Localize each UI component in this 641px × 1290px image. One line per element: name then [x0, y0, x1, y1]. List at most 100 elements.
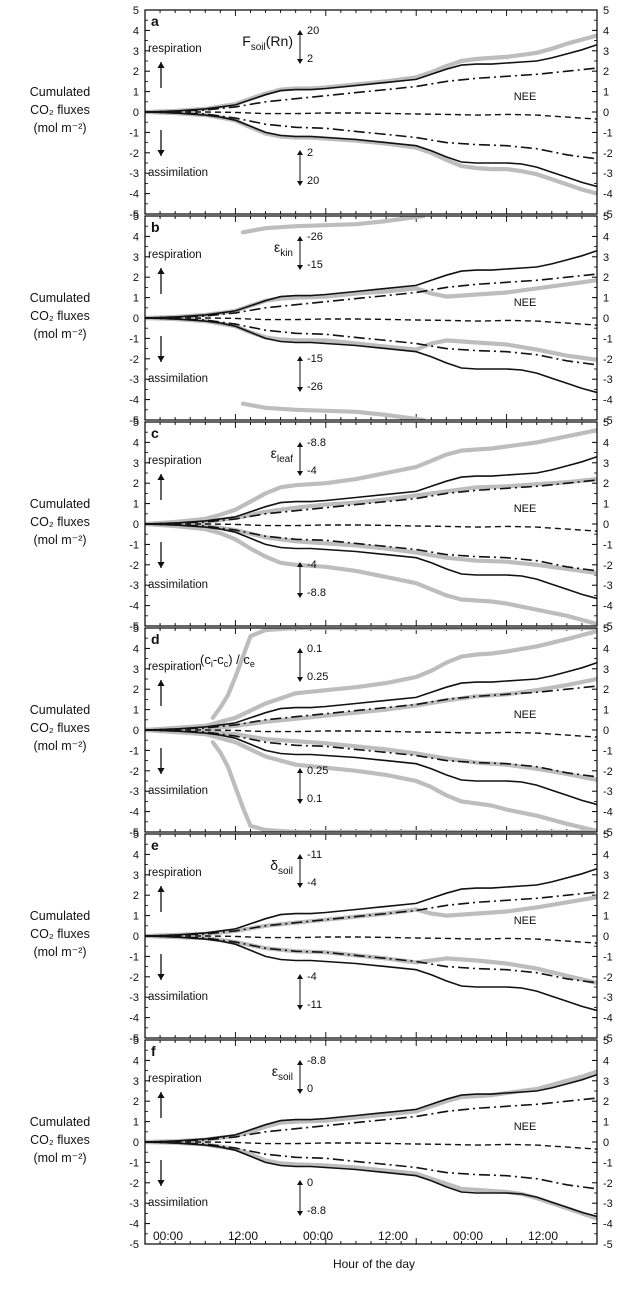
- series-nee: [145, 729, 597, 738]
- y-tick-label-right: -1: [603, 745, 613, 757]
- y-tick-label-left: -5: [129, 621, 139, 633]
- range-upper-low: 0.25: [307, 671, 328, 683]
- y-tick-label-left: 0: [133, 313, 139, 325]
- series-nee: [145, 111, 597, 120]
- y-tick-label-left: 0: [133, 107, 139, 119]
- y-tick-label-right: -3: [603, 992, 613, 1004]
- nee-label: NEE: [514, 709, 537, 721]
- y-tick-label-left: 1: [133, 1117, 139, 1129]
- nee-label: NEE: [514, 915, 537, 927]
- y-tick-label-left: 2: [133, 1096, 139, 1108]
- x-tick-label: 00:00: [153, 1229, 183, 1243]
- y-axis-title: Cumulated CO₂ fluxes (mol m⁻²): [30, 85, 90, 135]
- y-tick-label-left: -4: [129, 807, 139, 819]
- assimilation-label: assimilation: [148, 785, 208, 797]
- plot-frame: [144, 9, 598, 215]
- series-group: [145, 33, 597, 196]
- parameter-label: (ci-cc) / ce: [200, 652, 255, 669]
- panel-f: Cumulated CO₂ fluxes (mol m⁻²) -5 -5 -4 -4 -3 -3…: [30, 1035, 613, 1251]
- y-axis-title-line: (mol m⁻²): [33, 1151, 86, 1165]
- y-tick-label-left: 3: [133, 458, 139, 470]
- range-lower-low: -8.8: [307, 587, 326, 599]
- plot-frame: [144, 421, 598, 627]
- y-tick-label-right: -2: [603, 766, 613, 778]
- series-solid-upper: [145, 1073, 597, 1143]
- y-tick-label-right: -1: [603, 1157, 613, 1169]
- y-tick-label-left: 1: [133, 499, 139, 511]
- down-arrow-icon: [157, 542, 165, 568]
- panel-letter: e: [151, 837, 159, 853]
- y-tick-label-left: -5: [129, 827, 139, 839]
- y-tick-label-left: -3: [129, 992, 139, 1004]
- y-tick-label-left: 4: [133, 643, 139, 655]
- y-axis-title-line: CO₂ fluxes: [30, 103, 90, 117]
- nee-label: NEE: [514, 1121, 537, 1133]
- y-tick-label-right: -2: [603, 972, 613, 984]
- y-tick-label-right: -3: [603, 374, 613, 386]
- y-axis-title-line: (mol m⁻²): [33, 945, 86, 959]
- parameter-text: εleaf: [271, 445, 294, 465]
- y-axis-title-line: Cumulated: [30, 85, 90, 99]
- series-grey-inner-upper: [145, 676, 597, 733]
- series-solid-upper: [145, 661, 597, 731]
- parameter-text: εkin: [274, 239, 293, 259]
- series-solid-upper: [145, 455, 597, 525]
- range-lower-high: -15: [307, 353, 323, 365]
- y-tick-label-right: -4: [603, 395, 613, 407]
- y-tick-label-right: 4: [603, 643, 609, 655]
- series-dashdot-lower: [145, 935, 597, 984]
- y-tick-label-right: -1: [603, 333, 613, 345]
- range-arrow-icon: [297, 356, 303, 392]
- y-tick-label-left: 2: [133, 272, 139, 284]
- y-tick-label-right: -5: [603, 1239, 613, 1251]
- y-tick-label-right: -1: [603, 539, 613, 551]
- y-tick-label-left: 0: [133, 725, 139, 737]
- parameter-label: εkin: [274, 239, 293, 259]
- y-tick-label-left: -1: [129, 951, 139, 963]
- y-axis-title: Cumulated CO₂ fluxes (mol m⁻²): [30, 497, 90, 547]
- range-arrow-icon: [297, 648, 303, 682]
- series-grey-outer-lower: [210, 740, 597, 832]
- assimilation-label: assimilation: [148, 579, 208, 591]
- y-tick-label-right: 5: [603, 623, 609, 635]
- series-solid-lower: [145, 935, 597, 1012]
- down-arrow-icon: [157, 130, 165, 156]
- x-tick-label: 00:00: [303, 1229, 333, 1243]
- series-group: [145, 216, 597, 420]
- y-tick-label-right: -3: [603, 786, 613, 798]
- series-dashdot-upper: [145, 273, 597, 319]
- series-dashdot-lower: [145, 317, 597, 366]
- y-axis-title-line: CO₂ fluxes: [30, 927, 90, 941]
- x-tick-label: 12:00: [378, 1229, 408, 1243]
- panel-d: Cumulated CO₂ fluxes (mol m⁻²) -5 -5 -4 -4 -3 -3…: [30, 623, 613, 839]
- y-tick-label-left: 4: [133, 849, 139, 861]
- assimilation-label: assimilation: [148, 1197, 208, 1209]
- series-solid-upper: [145, 43, 597, 113]
- y-tick-label-right: 4: [603, 25, 609, 37]
- up-arrow-icon: [157, 268, 165, 294]
- panel-a: Cumulated CO₂ fluxes (mol m⁻²) -5 -5 -4 -4 -3 -3…: [30, 5, 613, 221]
- series-nee: [145, 1141, 597, 1150]
- range-arrow-icon: [297, 768, 303, 804]
- y-tick-label-right: 2: [603, 272, 609, 284]
- series-grey-lower: [145, 109, 597, 196]
- assimilation-label: assimilation: [148, 167, 208, 179]
- y-tick-label-right: -2: [603, 560, 613, 572]
- range-arrow-icon: [297, 854, 303, 888]
- series-nee: [145, 317, 597, 326]
- range-upper-low: 2: [307, 53, 313, 65]
- y-tick-label-left: -5: [129, 1033, 139, 1045]
- y-axis-title-line: (mol m⁻²): [33, 121, 86, 135]
- respiration-label: respiration: [148, 249, 202, 261]
- panel-letter: a: [151, 13, 159, 29]
- series-grey-inner-lower: [145, 521, 597, 576]
- down-arrow-icon: [157, 1160, 165, 1186]
- y-tick-label-right: 5: [603, 1035, 609, 1047]
- down-arrow-icon: [157, 954, 165, 980]
- y-axis-title-line: CO₂ fluxes: [30, 309, 90, 323]
- y-tick-label-right: 4: [603, 849, 609, 861]
- y-tick-label-right: 2: [603, 684, 609, 696]
- y-tick-label-left: 5: [133, 417, 139, 429]
- x-tick-label: 00:00: [453, 1229, 483, 1243]
- y-axis-title: Cumulated CO₂ fluxes (mol m⁻²): [30, 1115, 90, 1165]
